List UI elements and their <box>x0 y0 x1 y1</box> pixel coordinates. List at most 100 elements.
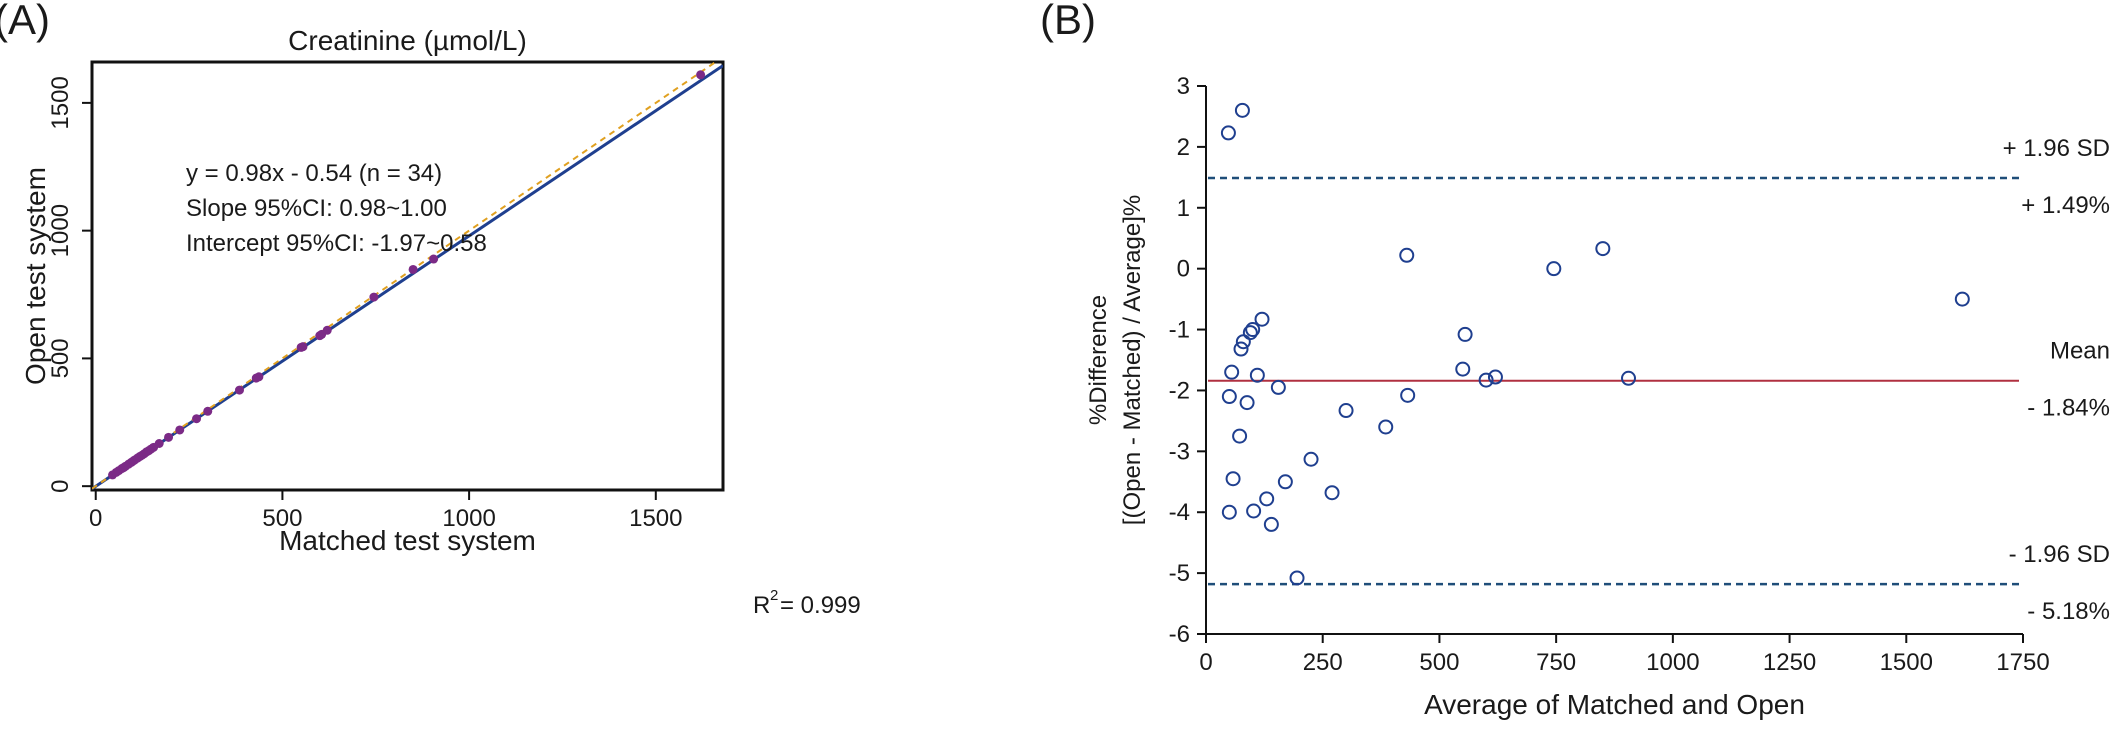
x-tick-label: 0 <box>1199 649 1212 676</box>
panel-b-label: (B) <box>1040 0 1096 43</box>
x-tick-label: 750 <box>1536 649 1576 676</box>
data-point <box>322 325 332 335</box>
data-point <box>1277 474 1293 490</box>
y-tick-label: 1500 <box>47 76 74 129</box>
data-point <box>1254 311 1270 327</box>
bland-altman-plot: 3 2 1 0 -1 -2 -3 -4 -5 -6 0 250 500 750 1000 1250 1500 17… <box>1085 73 2110 720</box>
x-tick-label: 0 <box>89 505 102 532</box>
x-tick-label: 1500 <box>1880 649 1933 676</box>
x-tick-label: 1250 <box>1763 649 1816 676</box>
data-point <box>1233 341 1249 357</box>
panel-a: (A) Creatinine (µmol/L) 0 500 1000 1500 0 500 1… <box>0 0 1000 755</box>
x-tick-label: 1000 <box>1646 649 1699 676</box>
data-point <box>234 385 244 395</box>
plot-area <box>92 62 723 490</box>
panel-a-label: (A) <box>0 0 50 43</box>
data-point <box>154 438 164 448</box>
y-axis-label-line1: %Difference <box>1085 295 1112 425</box>
data-point <box>1487 369 1503 385</box>
data-point <box>1954 291 1970 307</box>
data-point <box>408 264 418 274</box>
y-tick-label: 1000 <box>47 204 74 257</box>
data-point <box>1621 370 1637 386</box>
data-point <box>1324 485 1340 501</box>
intercept-ci-annotation: Intercept 95%CI: -1.97~0.58 <box>186 230 487 257</box>
y-tick-label: -1 <box>1169 317 1190 344</box>
data-point <box>1259 491 1275 507</box>
reference-label-bottom-0: - 1.84% <box>2027 395 2110 422</box>
reference-label-bottom-2: - 5.18% <box>2027 598 2110 625</box>
data-point <box>254 372 264 382</box>
x-tick-label: 1000 <box>442 505 495 532</box>
data-point <box>1239 395 1255 411</box>
data-point <box>175 425 185 435</box>
data-point <box>1270 379 1286 395</box>
data-point <box>1221 504 1237 520</box>
x-tick-label: 250 <box>1303 649 1343 676</box>
data-point <box>1225 471 1241 487</box>
data-point <box>1455 361 1471 377</box>
data-point <box>429 254 439 264</box>
x-tick-label: 1500 <box>629 505 682 532</box>
chart-title: Creatinine (µmol/L) <box>288 25 527 56</box>
x-tick-label: 500 <box>1419 649 1459 676</box>
reference-label-bottom-1: + 1.49% <box>2021 192 2110 219</box>
regression-line <box>92 64 723 490</box>
data-point <box>1224 364 1240 380</box>
data-point <box>1249 367 1265 383</box>
data-point <box>164 432 174 442</box>
y-tick-label: -2 <box>1169 377 1190 404</box>
panel-b: (B) 3 2 1 0 -1 -2 -3 -4 -5 -6 0 250 500 750 1000 1250 15… <box>1040 0 2128 755</box>
y-tick-label: 2 <box>1177 134 1190 161</box>
x-axis-label: Average of Matched and Open <box>1424 689 1805 720</box>
data-point <box>1400 387 1416 403</box>
data-point <box>1220 125 1236 141</box>
data-point <box>1234 102 1250 118</box>
y-tick-label: -3 <box>1169 438 1190 465</box>
reference-label-top-0: Mean <box>2050 338 2110 365</box>
r2-value: = 0.999 <box>780 592 861 619</box>
y-tick-label: 1 <box>1177 195 1190 222</box>
y-tick-label: -5 <box>1169 560 1190 587</box>
y-axis-label: Open test system <box>20 167 51 385</box>
data-point <box>203 406 213 416</box>
data-point <box>696 70 706 80</box>
data-point <box>369 292 379 302</box>
y-tick-label: 500 <box>47 338 74 378</box>
data-point <box>1478 372 1494 388</box>
data-point <box>1399 247 1415 263</box>
data-point <box>1263 516 1279 532</box>
r2-label: R <box>753 592 770 619</box>
y-tick-label: 3 <box>1177 73 1190 100</box>
x-axis-label: Matched test system <box>279 525 536 556</box>
data-point <box>1303 451 1319 467</box>
data-point <box>1246 503 1262 519</box>
reference-label-top-1: + 1.96 SD <box>2003 135 2110 162</box>
reference-label-top-2: - 1.96 SD <box>2009 541 2110 568</box>
y-tick-label: -4 <box>1169 499 1190 526</box>
y-tick-label: 0 <box>1177 256 1190 283</box>
slope-ci-annotation: Slope 95%CI: 0.98~1.00 <box>186 195 447 222</box>
plot-frame <box>90 60 725 492</box>
data-point <box>1289 570 1305 586</box>
identity-line <box>92 62 718 490</box>
data-point <box>1595 241 1611 257</box>
data-point <box>298 342 308 352</box>
x-tick-label: 1750 <box>1996 649 2049 676</box>
data-point <box>1245 322 1261 338</box>
data-point <box>1221 389 1237 405</box>
data-point <box>1242 325 1258 341</box>
y-axis-label-line2: [(Open - Matched) / Average]% <box>1119 195 1146 525</box>
data-point <box>1378 419 1394 435</box>
data-point <box>1235 334 1251 350</box>
data-point <box>1457 326 1473 342</box>
equation-annotation: y = 0.98x - 0.54 (n = 34) <box>186 160 442 187</box>
y-tick-label: 0 <box>47 479 74 492</box>
x-tick-label: 500 <box>262 505 302 532</box>
scatter-plot-a: Creatinine (µmol/L) 0 500 1000 1500 0 500 1000 1… <box>20 25 861 619</box>
data-point <box>1546 261 1562 277</box>
data-point <box>1232 428 1248 444</box>
y-tick-label: -6 <box>1169 621 1190 648</box>
data-point <box>1338 403 1354 419</box>
r2-superscript: 2 <box>770 587 778 604</box>
